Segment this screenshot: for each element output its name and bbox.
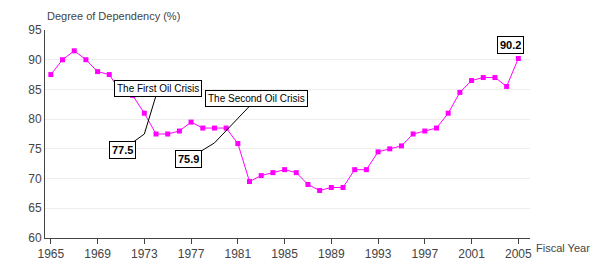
svg-text:Degree of Dependency (%): Degree of Dependency (%) <box>47 10 180 22</box>
svg-text:1993: 1993 <box>365 247 392 261</box>
svg-text:1977: 1977 <box>178 247 205 261</box>
svg-text:75: 75 <box>28 142 42 156</box>
svg-text:90.2: 90.2 <box>500 39 521 51</box>
svg-text:2001: 2001 <box>458 247 485 261</box>
svg-text:95: 95 <box>28 23 42 37</box>
svg-text:85: 85 <box>28 83 42 97</box>
svg-text:65: 65 <box>28 201 42 215</box>
svg-text:1973: 1973 <box>131 247 158 261</box>
svg-text:1997: 1997 <box>411 247 438 261</box>
svg-text:60: 60 <box>28 231 42 245</box>
svg-text:1965: 1965 <box>37 247 64 261</box>
svg-text:1981: 1981 <box>224 247 251 261</box>
svg-text:2005: 2005 <box>505 247 532 261</box>
svg-text:1969: 1969 <box>84 247 111 261</box>
svg-text:70: 70 <box>28 172 42 186</box>
svg-text:77.5: 77.5 <box>112 144 133 156</box>
svg-text:75.9: 75.9 <box>178 153 199 165</box>
svg-text:Fiscal Year: Fiscal Year <box>536 242 590 254</box>
svg-text:1989: 1989 <box>318 247 345 261</box>
svg-text:The First Oil Crisis: The First Oil Crisis <box>117 83 199 94</box>
svg-text:1985: 1985 <box>271 247 298 261</box>
svg-text:90: 90 <box>28 53 42 67</box>
svg-text:80: 80 <box>28 112 42 126</box>
svg-text:The Second Oil Crisis: The Second Oil Crisis <box>208 93 305 104</box>
